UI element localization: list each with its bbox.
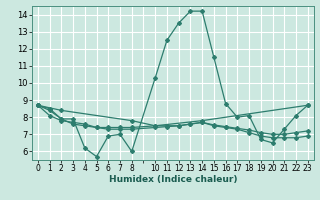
X-axis label: Humidex (Indice chaleur): Humidex (Indice chaleur) <box>108 175 237 184</box>
